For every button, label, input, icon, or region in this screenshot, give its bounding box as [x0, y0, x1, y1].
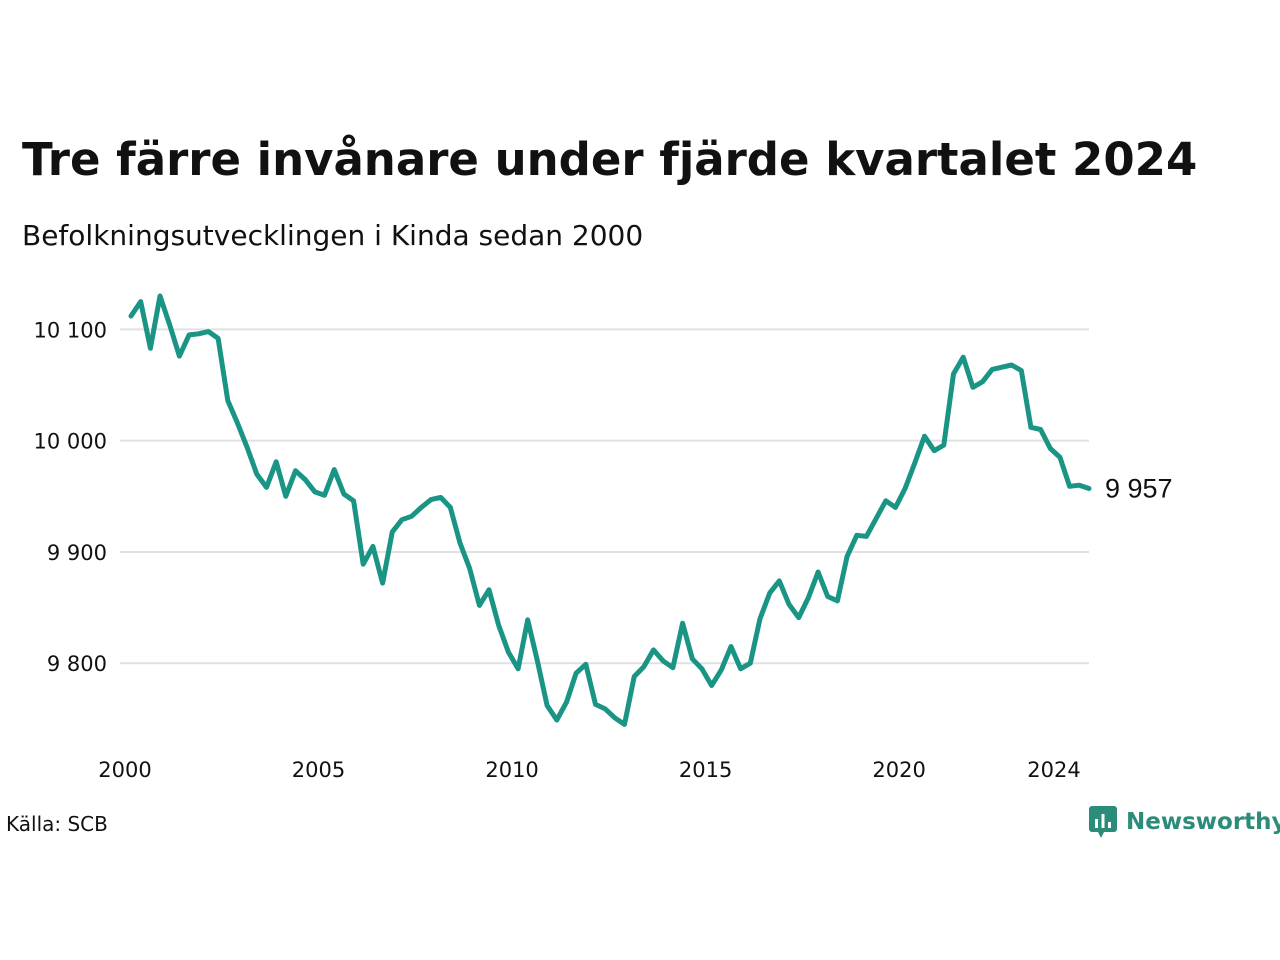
- y-tick-label: 10 100: [34, 318, 107, 342]
- x-tick-label: 2000: [98, 758, 151, 782]
- chart-title: Tre färre invånare under fjärde kvartale…: [22, 133, 1198, 186]
- brand-name: Newsworthy: [1126, 809, 1280, 835]
- x-tick-label: 2024: [1027, 758, 1080, 782]
- x-tick-label: 2005: [292, 758, 345, 782]
- x-tick-label: 2015: [679, 758, 732, 782]
- y-tick-label: 9 800: [47, 652, 107, 676]
- end-value-label: 9 957: [1105, 474, 1173, 504]
- grid-lines: [120, 328, 1089, 665]
- chart-subtitle: Befolkningsutvecklingen i Kinda sedan 20…: [22, 219, 644, 252]
- y-tick-label: 10 000: [34, 430, 107, 454]
- end-label-layer: 9 957: [1105, 474, 1173, 504]
- source-note: Källa: SCB: [6, 812, 108, 836]
- brand-logo[interactable]: Newsworthy: [1088, 803, 1280, 841]
- series-layer: [128, 293, 1092, 727]
- x-axis-tick-labels: 2000 2005 2010 2015 2020 2024: [98, 758, 1080, 782]
- x-tick-label: 2010: [485, 758, 538, 782]
- newsworthy-logo-icon: [1089, 806, 1117, 838]
- series-line: [128, 293, 1092, 727]
- y-axis-tick-labels: 9 800 9 900 10 000 10 100: [34, 318, 107, 676]
- x-tick-label: 2020: [872, 758, 925, 782]
- y-tick-label: 9 900: [47, 541, 107, 565]
